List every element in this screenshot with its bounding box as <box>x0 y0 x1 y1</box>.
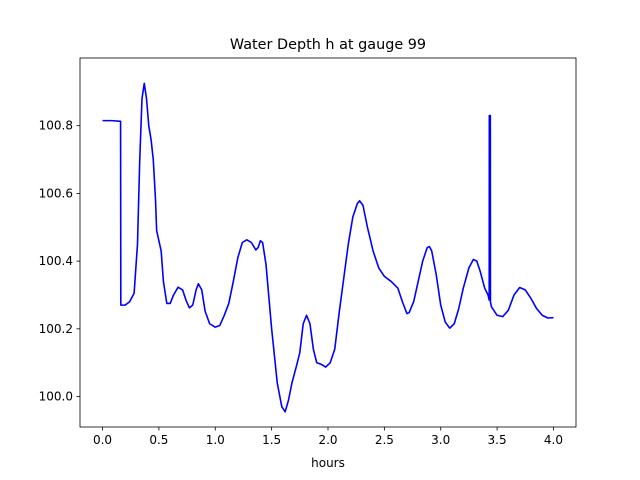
y-tick-label: 100.8 <box>39 119 73 133</box>
water-depth-series-line <box>102 82 554 413</box>
y-tick-label: 100.4 <box>39 254 73 268</box>
y-tick-label: 100.6 <box>39 186 73 200</box>
y-tick-label: 100.0 <box>39 390 73 404</box>
x-tick-label: 0.5 <box>149 433 168 447</box>
chart-title: Water Depth h at gauge 99 <box>230 37 426 53</box>
x-tick-label: 3.5 <box>488 433 507 447</box>
x-tick-label: 4.0 <box>544 433 563 447</box>
x-axis-label: hours <box>311 456 345 470</box>
x-axis-ticks: 0.0 0.5 1.0 1.5 2.0 2.5 3.0 3.5 4.0 <box>93 427 563 447</box>
plot-area: 0.0 0.5 1.0 1.5 2.0 2.5 3.0 3.5 4.0 100.0100.210… <box>39 57 577 447</box>
plot-frame <box>79 57 577 428</box>
x-tick-label: 0.0 <box>93 433 112 447</box>
x-tick-label: 3.0 <box>431 433 450 447</box>
x-tick-label: 2.0 <box>318 433 337 447</box>
y-axis-ticks: 100.0 100.2 100.4 100.6 100.8 <box>39 119 80 404</box>
x-tick-label: 1.0 <box>206 433 225 447</box>
x-tick-label: 1.5 <box>262 433 281 447</box>
y-tick-label: 100.2 <box>39 322 73 336</box>
x-tick-label: 2.5 <box>375 433 394 447</box>
plot-background <box>80 58 576 427</box>
